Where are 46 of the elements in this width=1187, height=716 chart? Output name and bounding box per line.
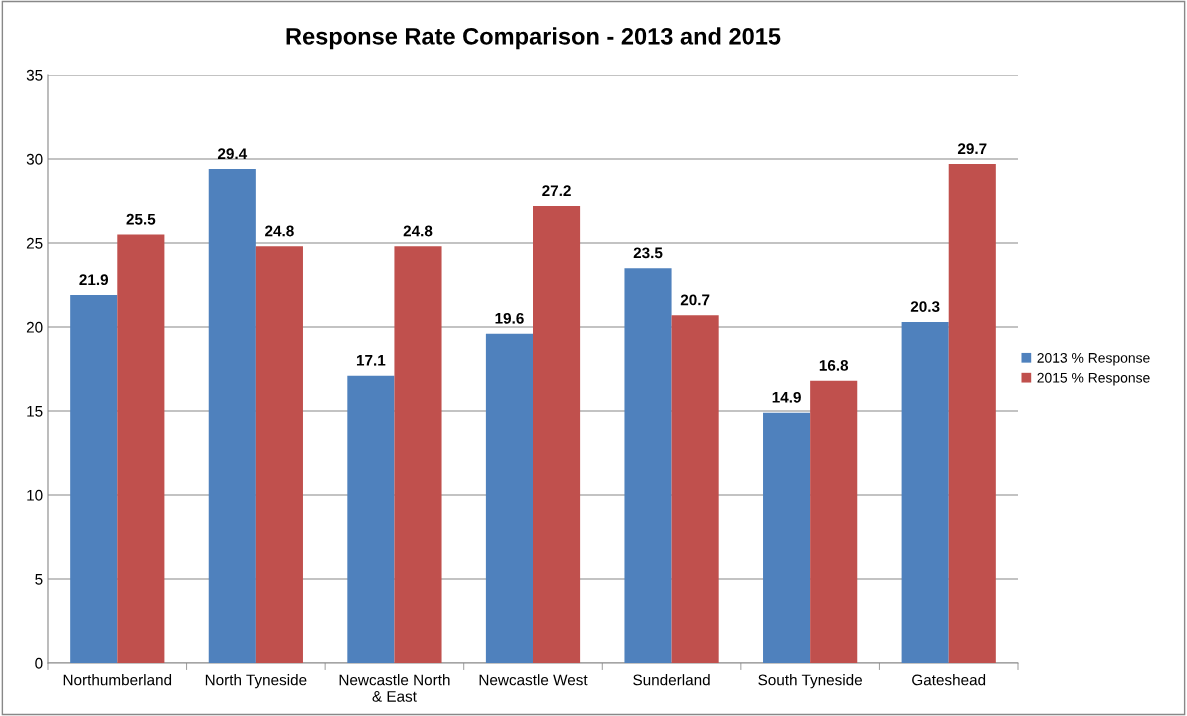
x-tick-label: Newcastle West xyxy=(479,674,588,686)
bar xyxy=(208,169,256,663)
data-label: 27.2 xyxy=(542,185,571,196)
bar xyxy=(671,315,719,663)
bar xyxy=(117,234,165,663)
y-tick-label: 10 xyxy=(27,489,43,501)
bar xyxy=(810,380,858,663)
y-tick-label: 5 xyxy=(35,574,43,585)
y-tick-label: 0 xyxy=(35,657,43,669)
data-label: 23.5 xyxy=(633,247,663,259)
bar xyxy=(624,268,672,663)
data-label: 25.5 xyxy=(126,213,156,225)
x-tick-label: Northumberland xyxy=(63,674,172,686)
data-label: 21.9 xyxy=(79,274,109,286)
data-label: 16.8 xyxy=(819,359,849,371)
y-tick-label: 20 xyxy=(26,321,43,333)
x-tick-label: Newcastle North & East xyxy=(339,674,450,702)
data-label: 20.7 xyxy=(680,294,710,306)
legend-label: 2013 % Response xyxy=(1037,352,1150,366)
bar xyxy=(901,321,949,663)
data-label: 24.8 xyxy=(265,225,294,237)
data-label: 19.6 xyxy=(495,312,524,324)
data-label: 14.9 xyxy=(772,391,801,403)
data-label: 17.1 xyxy=(356,355,386,366)
x-tick-label: Gateshead xyxy=(912,674,986,686)
bar xyxy=(394,246,442,663)
y-tick-label: 35 xyxy=(26,69,43,81)
y-tick-label: 15 xyxy=(27,406,43,417)
bar xyxy=(255,246,303,663)
data-label: 29.7 xyxy=(957,143,987,155)
bar xyxy=(763,412,811,663)
x-tick-label: Sunderland xyxy=(633,674,710,686)
y-tick-label: 30 xyxy=(26,153,43,165)
data-label: 24.8 xyxy=(403,225,433,237)
x-tick-label: South Tyneside xyxy=(758,674,862,689)
bar xyxy=(948,164,996,663)
data-label: 29.4 xyxy=(217,148,248,160)
chart-title: Response Rate Comparison - 2013 and 2015 xyxy=(286,27,781,50)
y-tick-label: 25 xyxy=(26,237,43,249)
bar xyxy=(485,333,533,663)
x-tick-label: North Tyneside xyxy=(205,674,307,689)
bar xyxy=(533,206,581,663)
legend-label: 2015 % Response xyxy=(1037,372,1150,386)
data-label: 20.3 xyxy=(910,301,940,313)
bar xyxy=(70,295,118,663)
bar xyxy=(347,375,395,663)
